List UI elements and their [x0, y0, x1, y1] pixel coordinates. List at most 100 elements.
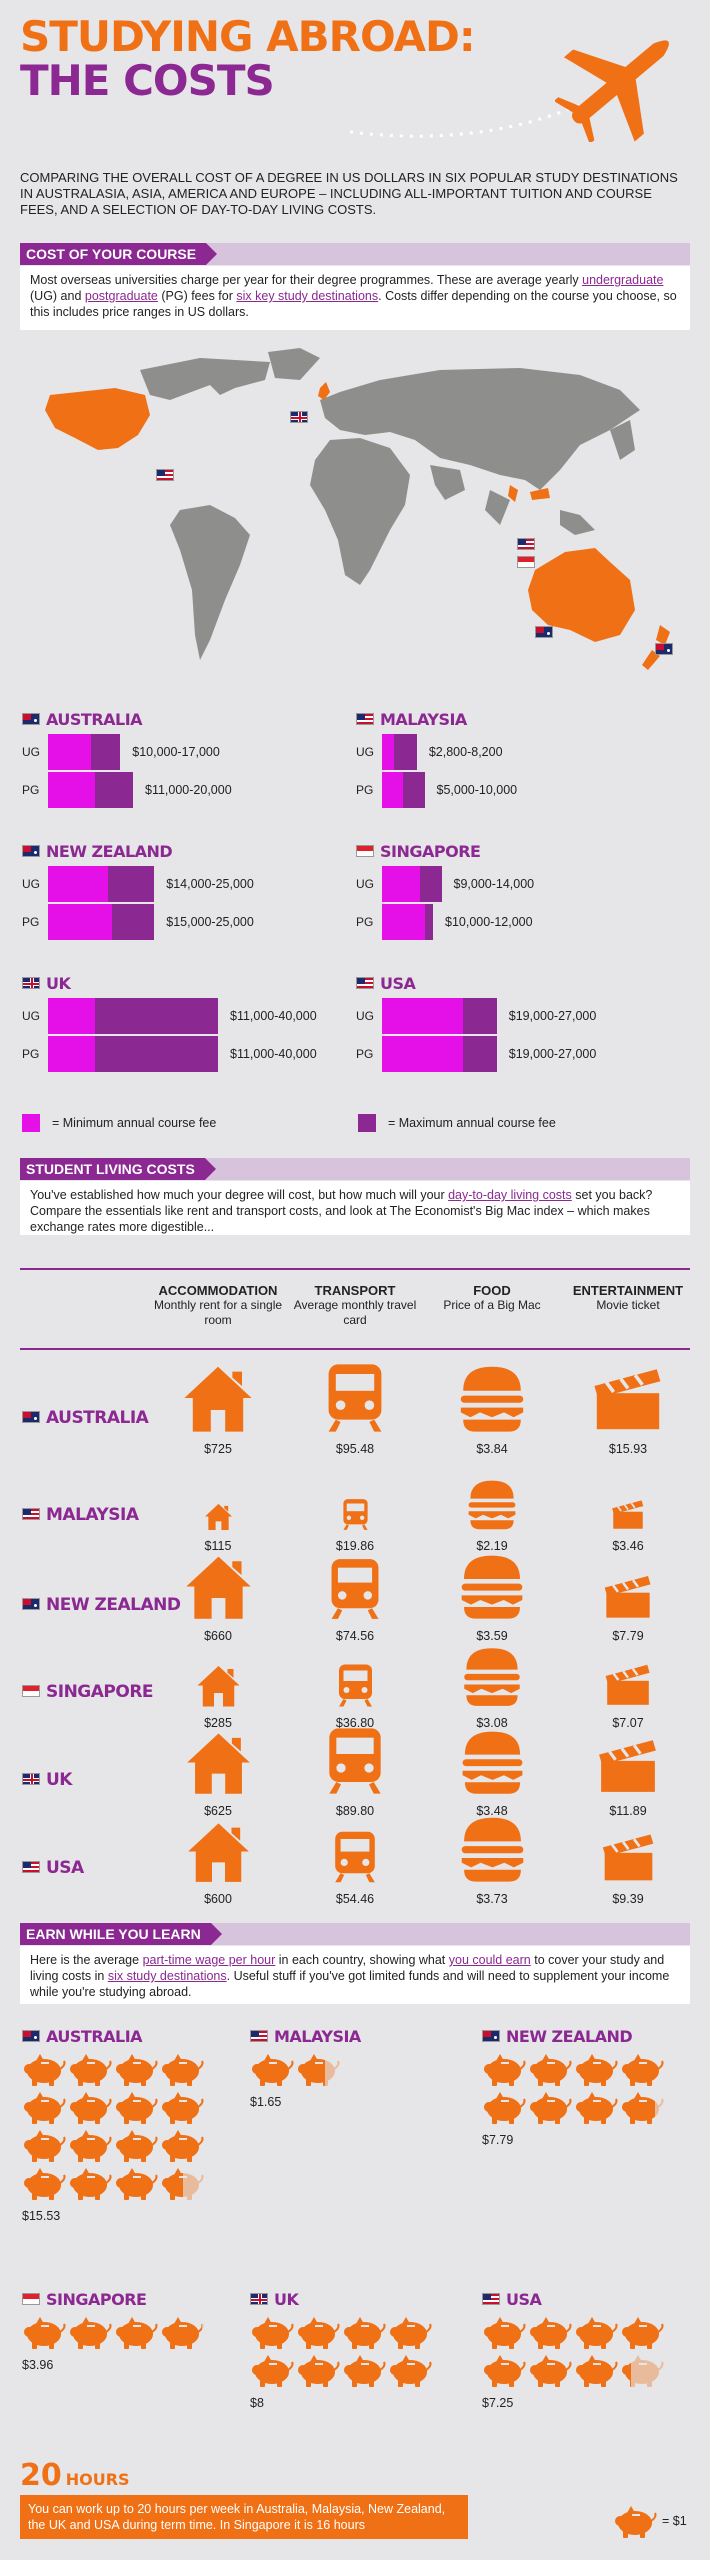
train-icon — [328, 1830, 382, 1889]
piggy-bank-icon — [250, 2354, 294, 2388]
living-value: $7.07 — [612, 1716, 644, 1730]
course-section-header: COST OF YOUR COURSE — [20, 243, 690, 265]
ug-range: $19,000-27,000 — [508, 1009, 597, 1023]
living-country-name: USA — [46, 1858, 84, 1878]
course-country-australia: AUSTRALIA — [22, 710, 143, 729]
piggy-bank-icon — [528, 2091, 572, 2125]
pg-range: $19,000-27,000 — [508, 1047, 597, 1061]
ug-label: UG — [22, 877, 40, 891]
piggy-bank-icon — [250, 2316, 294, 2350]
pg-min-bar — [48, 1036, 95, 1072]
living-country-name: MALAYSIA — [46, 1505, 139, 1525]
piggy-bank-icon — [68, 2091, 112, 2125]
living-col-transport: TRANSPORT Average monthly travel card — [285, 1283, 425, 1328]
living-country-name: SINGAPORE — [46, 1682, 154, 1702]
piggy-bank-icon — [620, 2316, 664, 2350]
hours-label: HOURS — [65, 2470, 130, 2489]
living-value: $7.79 — [612, 1629, 644, 1643]
ug-range: $10,000-17,000 — [132, 745, 220, 759]
living-value: $600 — [204, 1892, 232, 1906]
ug-range: $9,000-14,000 — [453, 877, 535, 891]
earn-wage: $1.65 — [250, 2095, 282, 2109]
ug-label: UG — [356, 745, 374, 759]
title-line-2: THE COSTS — [20, 56, 275, 105]
living-value: $15.93 — [608, 1442, 648, 1456]
map-australia — [528, 548, 635, 642]
burger-icon — [460, 1644, 524, 1713]
ug-label: UG — [356, 877, 374, 891]
course-country-singapore: SINGAPORE — [356, 842, 481, 861]
course-country-usa: USA — [356, 974, 416, 993]
living-col-accommodation: ACCOMMODATION Monthly rent for a single r… — [148, 1283, 288, 1328]
piggy-bank-icon — [574, 2053, 618, 2087]
pg-range: $11,000-40,000 — [230, 1047, 317, 1061]
living-value: $115 — [204, 1539, 232, 1553]
house-icon — [185, 1729, 252, 1801]
map-flag-uk — [290, 408, 308, 426]
piggy-bank-icon — [22, 2091, 66, 2125]
living-col-food: FOOD Price of a Big Mac — [422, 1283, 562, 1313]
living-value: $660 — [204, 1629, 232, 1643]
earn-wage: $3.96 — [22, 2358, 54, 2372]
col-sub: Average monthly travel card — [293, 1298, 417, 1327]
earn-description: Here is the average part-time wage per h… — [20, 1946, 690, 2004]
course-text-2: (UG) and — [30, 289, 85, 303]
living-value: $95.48 — [335, 1442, 375, 1456]
pg-min-bar — [382, 1036, 463, 1072]
course-text-pg: postgraduate — [84, 289, 158, 303]
earn-wage: $8 — [250, 2396, 264, 2410]
piggy-bank-icon — [160, 2053, 204, 2087]
intro-text: Comparing the overall cost of a degree i… — [20, 170, 678, 217]
piggy-bank-icon — [22, 2316, 66, 2350]
earn-country-usa: USA — [482, 2290, 542, 2309]
living-value: $3.48 — [476, 1804, 508, 1818]
course-text-1: Most overseas universities charge per ye… — [30, 273, 583, 287]
piggy-bank-icon — [114, 2316, 158, 2350]
pg-label: PG — [22, 783, 40, 797]
piggy-bank-icon — [482, 2091, 526, 2125]
col-title: TRANSPORT — [314, 1283, 396, 1298]
piggy-bank-icon — [114, 2167, 158, 2201]
piggy-bank-icon — [620, 2354, 664, 2388]
earn-text-hl1: part-time wage per hour — [142, 1953, 276, 1967]
living-value: $625 — [204, 1804, 232, 1818]
piggy-bank-icon — [342, 2354, 386, 2388]
piggy-bank-icon — [114, 2129, 158, 2163]
legend-min-label: = Minimum annual course fee — [52, 1116, 217, 1130]
piggy-bank-icon — [388, 2354, 432, 2388]
pg-min-bar — [382, 772, 404, 808]
piggy-bank-icon — [160, 2167, 204, 2201]
living-value: $19.86 — [335, 1539, 375, 1553]
living-bottom-rule — [20, 1348, 690, 1350]
course-description: Most overseas universities charge per ye… — [20, 266, 690, 330]
clapperboard-icon — [592, 1362, 664, 1439]
col-title: FOOD — [473, 1283, 511, 1298]
earn-section-header: EARN WHILE YOU LEARN — [20, 1923, 690, 1945]
piggy-bank-icon — [160, 2316, 204, 2350]
train-icon — [319, 1362, 391, 1439]
living-country-uk: UK — [22, 1770, 72, 1790]
living-country-malaysia: MALAYSIA — [22, 1505, 139, 1525]
earn-country-australia: AUSTRALIA — [22, 2027, 143, 2046]
earn-wage: $7.25 — [482, 2396, 514, 2410]
map-flag-australia — [535, 623, 553, 641]
pg-range: $15,000-25,000 — [166, 915, 254, 929]
earn-country-singapore: SINGAPORE — [22, 2290, 147, 2309]
course-country-malaysia: MALAYSIA — [356, 710, 467, 729]
pg-min-bar — [382, 904, 425, 940]
course-text-six: six key study destinations — [236, 289, 379, 303]
living-value: $3.46 — [612, 1539, 644, 1553]
legend-min-swatch — [22, 1114, 40, 1132]
pg-label: PG — [22, 1047, 40, 1061]
earn-text-4: . Useful stuff if you've got limited fun… — [30, 1969, 670, 1999]
clapperboard-icon — [611, 1497, 645, 1536]
living-value: $285 — [204, 1716, 232, 1730]
piggy-bank-icon — [68, 2167, 112, 2201]
clapperboard-icon — [603, 1571, 653, 1626]
earn-heading: EARN WHILE YOU LEARN — [20, 1923, 222, 1945]
house-icon — [182, 1362, 254, 1439]
piggy-bank-icon — [574, 2354, 618, 2388]
earn-text-3: to cover your study and living costs in — [30, 1953, 665, 1983]
pg-label: PG — [22, 915, 40, 929]
living-text-hl: day-to-day living costs — [448, 1188, 572, 1202]
